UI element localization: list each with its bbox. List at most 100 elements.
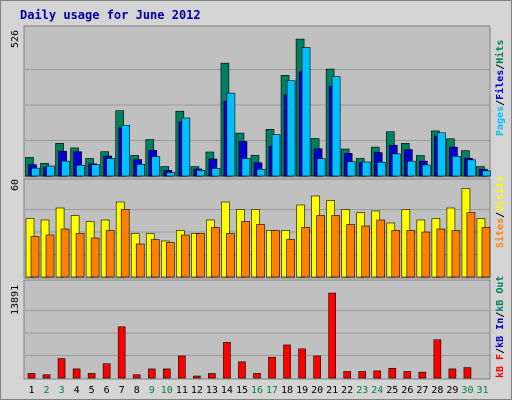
bar-hits-day-21 xyxy=(331,76,341,177)
day-label-21: 21 xyxy=(326,385,338,396)
bar-hits-day-20 xyxy=(316,158,326,177)
bar-hits-day-27 xyxy=(422,164,431,177)
bar-hits-day-25 xyxy=(391,153,401,177)
bar-sites-day-29 xyxy=(451,230,461,278)
bar-hits-day-24 xyxy=(376,161,386,177)
bar-sites-day-17 xyxy=(271,230,280,278)
bar-hits-day-9 xyxy=(151,156,161,177)
bar-hits-day-4 xyxy=(76,164,85,177)
day-label-7: 7 xyxy=(119,385,125,396)
bar-hits-day-3 xyxy=(61,160,70,177)
max-label-hits: 526 xyxy=(10,30,21,48)
bar-kbf-day-28 xyxy=(433,339,442,379)
bar-hits-day-17 xyxy=(271,134,281,177)
bar-sites-day-18 xyxy=(286,239,295,278)
day-label-28: 28 xyxy=(431,385,443,396)
bar-sites-day-27 xyxy=(421,231,431,278)
day-label-29: 29 xyxy=(446,385,458,396)
plot-area-3 xyxy=(23,279,491,380)
bar-sites-day-1 xyxy=(30,236,40,278)
day-label-1: 1 xyxy=(29,385,35,396)
day-label-24: 24 xyxy=(371,385,383,396)
day-label-6: 6 xyxy=(104,385,110,396)
max-label-visits: 60 xyxy=(10,179,21,191)
bar-kbf-day-29 xyxy=(448,368,457,379)
bar-kbf-day-26 xyxy=(403,371,412,379)
bar-kbf-day-21 xyxy=(328,292,336,379)
bar-kbf-day-6 xyxy=(102,363,111,379)
bar-sites-day-23 xyxy=(361,225,371,278)
bar-sites-day-9 xyxy=(150,239,160,278)
bar-kbf-day-12 xyxy=(193,375,201,379)
day-label-16: 16 xyxy=(251,385,263,396)
side-label-kbytes-part: kB Out xyxy=(495,276,506,312)
bar-hits-day-31 xyxy=(482,170,491,177)
bar-kbf-day-15 xyxy=(238,361,246,379)
bar-kbf-day-30 xyxy=(463,367,472,379)
bar-kbf-day-22 xyxy=(343,371,351,379)
bar-sites-day-6 xyxy=(105,230,115,278)
bar-hits-day-28 xyxy=(437,132,446,177)
bar-kbf-day-2 xyxy=(42,374,51,379)
bar-kbf-day-14 xyxy=(223,342,231,379)
bar-sites-day-30 xyxy=(466,212,476,278)
day-label-14: 14 xyxy=(221,385,233,396)
bar-hits-day-1 xyxy=(31,167,40,177)
day-label-26: 26 xyxy=(401,385,413,396)
bar-kbf-day-20 xyxy=(313,355,321,379)
bar-kbf-day-8 xyxy=(132,374,141,379)
bar-sites-day-5 xyxy=(90,237,100,278)
bar-kbf-day-9 xyxy=(147,368,156,379)
side-label-visits-part: Visits xyxy=(494,176,506,212)
bar-sites-day-10 xyxy=(165,242,175,278)
day-label-25: 25 xyxy=(386,385,398,396)
day-label-30: 30 xyxy=(461,385,473,396)
day-label-11: 11 xyxy=(176,385,188,396)
day-label-17: 17 xyxy=(266,385,278,396)
day-label-12: 12 xyxy=(191,385,203,396)
bar-sites-day-14 xyxy=(226,233,235,278)
day-label-19: 19 xyxy=(296,385,308,396)
bar-kbf-day-7 xyxy=(117,326,126,379)
side-label-kbytes-part: kB F xyxy=(495,354,506,378)
side-label-kbytes: kB F/kB In/kB Out xyxy=(495,276,506,378)
bar-hits-day-2 xyxy=(46,165,55,177)
bar-sites-day-31 xyxy=(481,227,491,278)
bar-hits-day-19 xyxy=(301,47,311,177)
side-label-hits-part: Pages xyxy=(495,106,506,136)
bar-hits-day-10 xyxy=(166,172,176,177)
bar-sites-day-16 xyxy=(256,224,265,278)
bar-hits-day-11 xyxy=(181,117,191,177)
chart-title: Daily usage for June 2012 xyxy=(20,8,201,22)
bar-sites-day-7 xyxy=(120,209,130,278)
day-label-15: 15 xyxy=(236,385,248,396)
bar-hits-day-18 xyxy=(286,80,296,177)
bar-kbf-day-18 xyxy=(283,344,291,379)
bar-hits-day-5 xyxy=(91,164,100,177)
bar-hits-day-6 xyxy=(106,158,115,177)
bar-sites-day-8 xyxy=(135,243,145,278)
side-label-visits-part: Sites xyxy=(494,218,506,248)
side-label-hits-part: Hits xyxy=(494,40,506,64)
bar-sites-day-11 xyxy=(181,234,190,278)
day-label-27: 27 xyxy=(416,385,428,396)
bar-hits-day-14 xyxy=(226,92,236,177)
bar-sites-day-20 xyxy=(316,215,325,278)
bar-hits-day-12 xyxy=(196,170,206,177)
bar-kbf-day-23 xyxy=(358,371,367,379)
bar-kbf-day-25 xyxy=(388,367,397,379)
bar-kbf-day-17 xyxy=(268,356,276,379)
bar-hits-day-29 xyxy=(452,155,461,177)
bar-kbf-day-13 xyxy=(208,373,216,379)
bar-hits-day-22 xyxy=(346,161,356,177)
bar-sites-day-26 xyxy=(406,230,416,278)
bar-kbf-day-3 xyxy=(57,358,66,379)
bar-hits-day-30 xyxy=(467,159,476,177)
bar-kbf-day-19 xyxy=(298,348,306,379)
bar-kbf-day-27 xyxy=(418,371,427,379)
day-label-2: 2 xyxy=(44,385,50,396)
bar-kbf-day-11 xyxy=(178,355,186,379)
bar-hits-day-16 xyxy=(256,168,266,177)
